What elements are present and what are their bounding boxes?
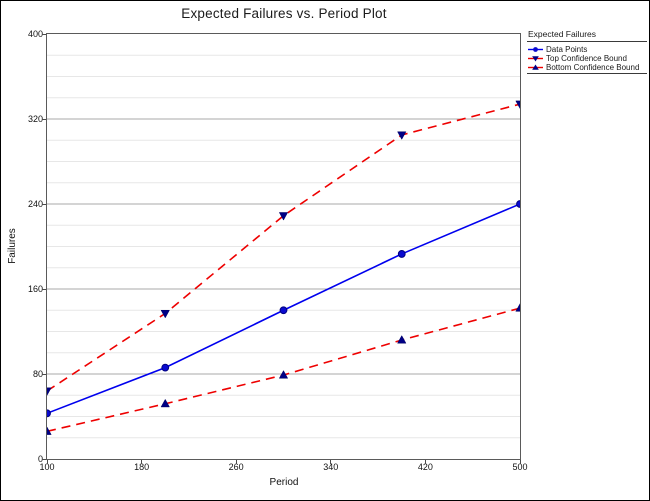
chart-title: Expected Failures vs. Period Plot [181,6,387,21]
plot-svg [47,54,520,439]
marker-triangle-down [515,100,520,110]
x-tick-mark [424,460,426,464]
series-line-top-confidence-bound [47,103,520,392]
plot-area [46,33,521,460]
x-tick-mark [46,460,48,464]
y-tick-label: 240 [27,199,43,209]
marker-circle [47,409,51,418]
legend-title: Expected Failures [527,29,647,42]
triangle-down-swatch-icon [528,56,543,62]
x-tick-label: 340 [323,462,339,472]
legend-item: Data Points [527,45,647,54]
series-line-bottom-confidence-bound [47,307,520,433]
legend-items: Data Points Top Confidence Bound Bottom Co… [527,42,647,74]
legend: Expected Failures Data Points Top Confide… [527,29,647,74]
y-tick-mark [42,288,46,290]
y-tick-label: 400 [27,29,43,39]
marker-triangle-down [47,387,52,396]
marker-triangle-up [397,335,407,344]
legend-item-label: Top Confidence Bound [546,54,627,63]
marker-circle [279,306,288,315]
x-tick-label: 100 [39,462,55,472]
x-tick-label: 260 [228,462,244,472]
y-tick-label: 0 [37,454,43,464]
legend-item: Bottom Confidence Bound [527,63,647,72]
marker-circle [397,250,406,258]
x-tick-mark [330,460,332,464]
legend-item-label: Bottom Confidence Bound [546,63,640,72]
marker-triangle-up [47,426,52,435]
marker-triangle-up [278,370,289,379]
y-tick-label: 320 [27,114,43,124]
marker-triangle-down [160,309,170,319]
x-tick-label: 180 [134,462,150,472]
circle-swatch-icon [528,47,543,52]
marker-triangle-down [397,131,407,140]
x-axis-label: Period [269,477,299,488]
x-tick-mark [141,460,143,464]
y-axis-label: Failures [7,228,18,264]
y-tick-mark [42,33,46,35]
y-tick-mark [42,203,46,205]
marker-triangle-up [515,303,520,312]
x-tick-mark [519,460,521,464]
marker-circle [516,200,520,208]
marker-triangle-down [278,212,289,221]
y-tick-label: 80 [32,369,43,379]
marker-circle [161,363,170,372]
x-tick-label: 420 [417,462,433,472]
marker-triangle-up [160,398,170,408]
x-tick-label: 500 [512,462,528,472]
legend-item-label: Data Points [546,45,588,54]
y-tick-mark [42,118,46,120]
legend-item: Top Confidence Bound [527,54,647,63]
y-tick-label: 160 [27,284,43,294]
x-tick-mark [235,460,237,464]
triangle-up-swatch-icon [528,64,543,70]
y-tick-mark [42,458,46,460]
y-tick-mark [42,373,46,375]
